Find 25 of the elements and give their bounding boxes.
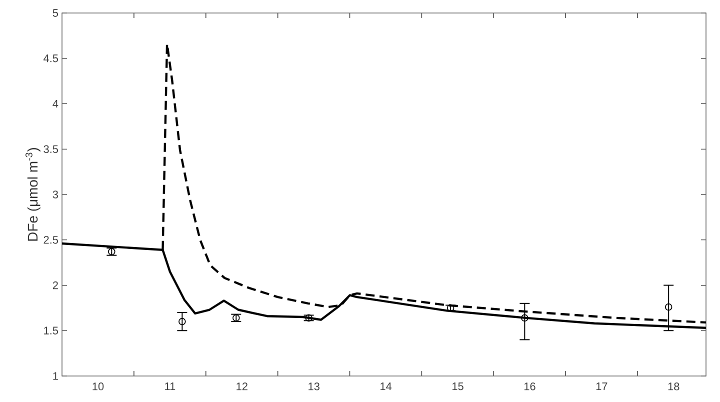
y-tick-label: 3 (52, 190, 58, 198)
y-tick-label: 2.5 (44, 236, 58, 244)
point (521, 314, 528, 322)
y-axis-title: DFe (μmol m$^{-3}$) (26, 148, 40, 241)
x-tick-label: 15 (452, 382, 464, 390)
y-tick-label: 4.5 (43, 54, 58, 62)
point (664, 303, 672, 311)
point (232, 314, 240, 322)
y-tick-label: 3.5 (44, 145, 58, 154)
x-tick-label: 10 (92, 382, 104, 390)
point (108, 248, 116, 256)
y-tick-label: 1.5 (44, 326, 58, 334)
x-tick-label: 11 (165, 382, 176, 390)
point (178, 318, 186, 326)
y-tick-label: 1 (53, 372, 58, 380)
x-tick-label: 16 (524, 382, 536, 390)
x-tick-label: 13 (308, 382, 320, 390)
x-tick-label: 12 (236, 382, 248, 390)
y-tick-label: 5 (52, 9, 58, 17)
x-tick-label: 18 (668, 382, 680, 390)
x-tick-label: 17 (596, 382, 608, 390)
y-tick-label: 4 (52, 100, 58, 108)
point (305, 314, 312, 322)
y-tick-label: 2 (52, 281, 58, 290)
x-tick-label: 14 (380, 382, 392, 390)
